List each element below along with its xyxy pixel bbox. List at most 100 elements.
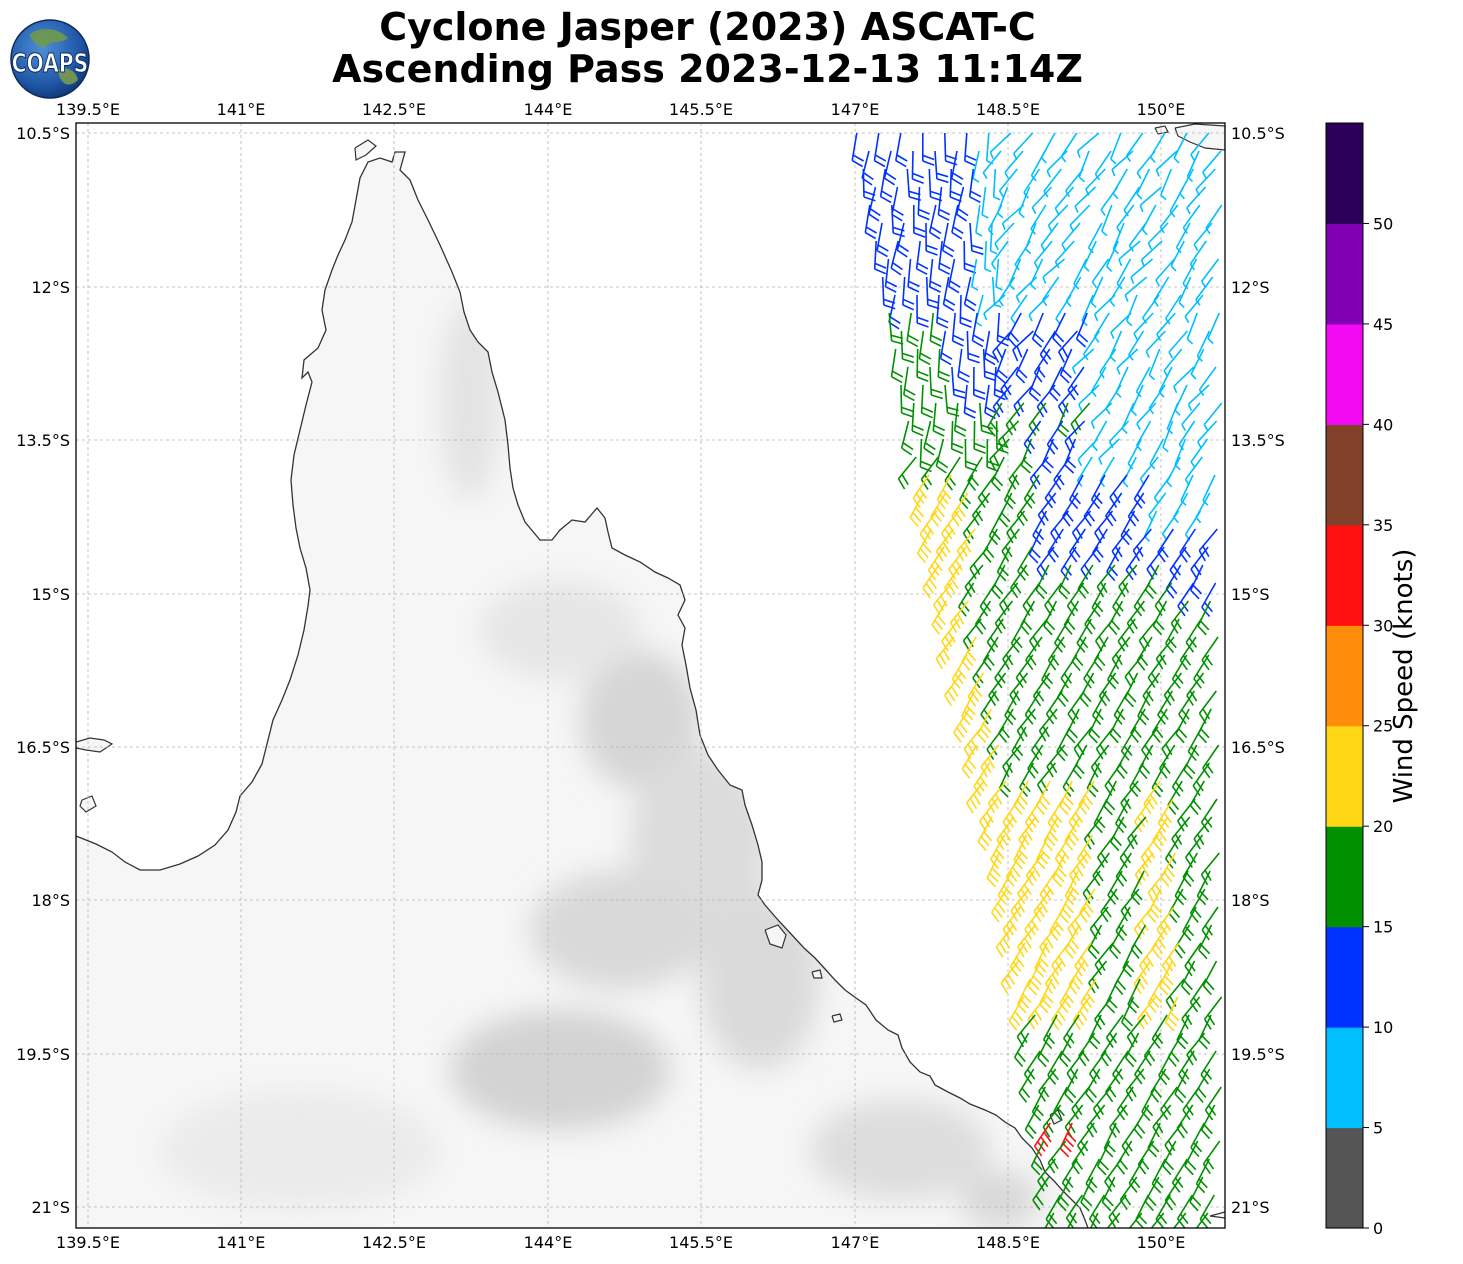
wind-barb xyxy=(936,294,949,329)
wind-barb xyxy=(1078,384,1100,412)
wind-barb xyxy=(1096,1140,1111,1176)
wind-barb xyxy=(950,150,964,186)
wind-barb xyxy=(1110,132,1122,165)
colorbar-bin xyxy=(1326,926,1363,1028)
wind-barb xyxy=(1115,906,1131,942)
wind-barb xyxy=(983,294,1006,321)
wind-barb xyxy=(1080,546,1099,580)
wind-barb xyxy=(1198,1014,1212,1050)
coaps-logo-text: COAPS xyxy=(12,49,89,79)
wind-barb xyxy=(912,204,926,238)
colorbar-bin xyxy=(1326,1027,1363,1129)
colorbar-bin xyxy=(1326,725,1363,827)
wind-barb xyxy=(928,204,942,240)
longitude-tick-label: 142.5°E xyxy=(362,100,426,119)
wind-barb xyxy=(981,186,989,219)
wind-barb xyxy=(1076,132,1100,158)
wind-barb xyxy=(1031,726,1049,761)
wind-barb xyxy=(916,348,929,383)
wind-barb xyxy=(1054,618,1070,653)
wind-barb xyxy=(972,150,980,183)
wind-barb xyxy=(1028,294,1050,322)
longitude-tick-label: 145.5°E xyxy=(669,1233,733,1252)
wind-barb xyxy=(934,150,949,184)
wind-barb xyxy=(1024,690,1041,725)
wind-barb xyxy=(971,258,979,291)
colorbar-tick-label: 15 xyxy=(1373,918,1393,937)
wind-barb xyxy=(1085,1158,1101,1194)
wind-barb xyxy=(1060,132,1078,163)
wind-barb xyxy=(1168,330,1189,359)
wind-barb xyxy=(1186,672,1205,706)
wind-barb xyxy=(1192,762,1211,797)
wind-barb xyxy=(1136,168,1151,200)
wind-barb xyxy=(1189,1176,1204,1212)
wind-barb xyxy=(1019,762,1035,798)
wind-barb xyxy=(1067,690,1085,725)
wind-barb xyxy=(1042,1104,1062,1138)
wind-barb xyxy=(986,852,1002,888)
wind-barb xyxy=(991,888,1008,923)
wind-barb xyxy=(1046,150,1068,178)
wind-barb xyxy=(1147,222,1169,250)
wind-barb xyxy=(916,294,929,328)
wind-barb xyxy=(1038,708,1058,742)
wind-barb xyxy=(1118,240,1141,267)
wind-barb xyxy=(1202,150,1222,179)
wind-barb xyxy=(994,600,1014,634)
wind-barb xyxy=(989,132,1012,159)
wind-barb xyxy=(1142,672,1161,707)
wind-barb xyxy=(922,564,940,599)
latitude-tick-label: 12°S xyxy=(1231,278,1270,297)
colorbar-tick-label: 10 xyxy=(1373,1018,1393,1037)
wind-barb xyxy=(1030,1140,1045,1176)
wind-barb xyxy=(1109,474,1128,508)
island-outline xyxy=(831,1013,843,1023)
wind-barb xyxy=(1151,1014,1168,1049)
wind-barb xyxy=(1150,1212,1165,1228)
wind-barb xyxy=(975,204,983,237)
wind-barb xyxy=(949,600,970,634)
wind-barb xyxy=(1202,474,1216,506)
wind-barb xyxy=(921,133,935,166)
wind-barb xyxy=(1123,186,1141,217)
wind-barb xyxy=(1110,312,1132,340)
wind-barb xyxy=(1141,726,1159,761)
wind-barb xyxy=(951,312,965,347)
wind-barb xyxy=(1014,1032,1030,1068)
wind-barb xyxy=(1174,870,1189,906)
wind-barb xyxy=(1130,258,1154,284)
longitude-tick-label: 144°E xyxy=(524,1233,573,1252)
wind-barb xyxy=(997,870,1013,906)
island-outline xyxy=(811,969,823,979)
colorbar-bin xyxy=(1326,625,1363,727)
wind-barb xyxy=(1117,618,1136,652)
wind-barb xyxy=(911,402,924,437)
wind-barb xyxy=(1148,348,1161,381)
wind-barb xyxy=(1059,978,1075,1014)
longitude-tick-label: 141°E xyxy=(217,100,266,119)
wind-barb xyxy=(1116,348,1139,375)
wind-barb xyxy=(1109,1104,1128,1138)
wind-barb xyxy=(906,312,919,348)
wind-barb xyxy=(1057,330,1078,363)
latitude-tick-label: 16.5°S xyxy=(16,738,70,757)
wind-barb xyxy=(956,528,976,562)
wind-barb xyxy=(1010,618,1026,654)
wind-barb xyxy=(1003,474,1018,510)
latitude-tick-label: 16.5°S xyxy=(1231,738,1285,757)
wind-barb xyxy=(1064,420,1086,453)
wind-barb xyxy=(1124,276,1148,302)
wind-barb xyxy=(1139,186,1163,213)
wind-barb xyxy=(1091,582,1107,618)
wind-barb xyxy=(923,420,936,456)
wind-barb xyxy=(1154,582,1173,617)
latitude-labels: 10.5°S 10.5°S 12°S 12°S 13.5°S 13.5°S 15°S 15°S… xyxy=(16,124,1285,1217)
colorbar-tick-label: 20 xyxy=(1373,817,1393,836)
wind-barb xyxy=(1105,384,1122,415)
colorbar-tick-label: 35 xyxy=(1373,516,1393,535)
wind-barb xyxy=(1178,276,1192,308)
longitude-tick-label: 139.5°E xyxy=(56,1233,120,1252)
wind-barb xyxy=(1010,294,1028,325)
wind-barb xyxy=(948,546,967,580)
